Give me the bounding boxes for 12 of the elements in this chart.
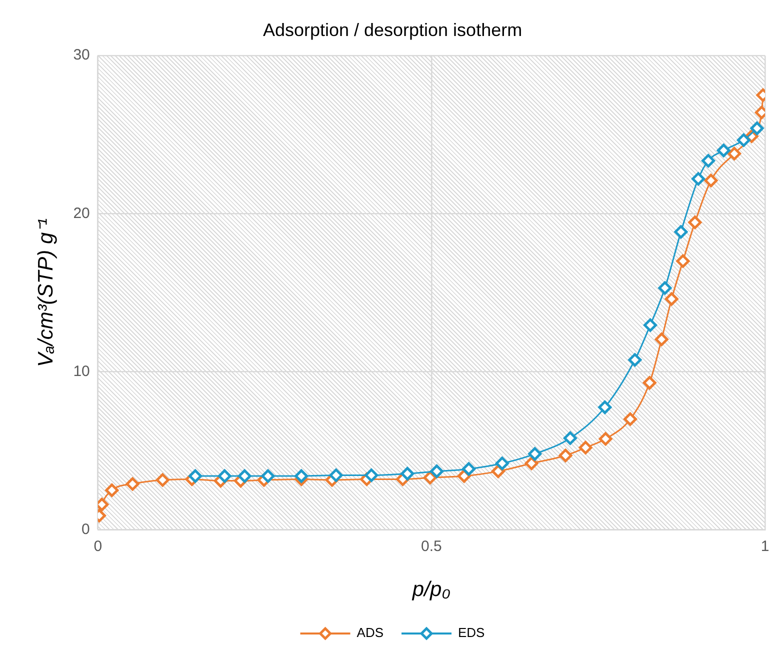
legend-label: EDS [458,625,486,640]
y-tick-label: 30 [73,46,90,64]
y-axis-title: Vₐ/cm³(STP) g⁻¹ [34,218,58,368]
x-axis-title: p/p₀ [411,578,451,602]
x-tick-label: 1 [760,538,770,555]
x-tick-label: 0.5 [421,538,442,555]
y-tick-label: 0 [82,520,90,538]
chart-title: Adsorption / desorption isotherm [262,20,522,40]
y-tick-label: 10 [73,362,90,380]
y-tick-label: 20 [73,204,90,222]
x-tick-label: 0 [94,538,102,555]
legend-label: ADS [356,625,384,640]
